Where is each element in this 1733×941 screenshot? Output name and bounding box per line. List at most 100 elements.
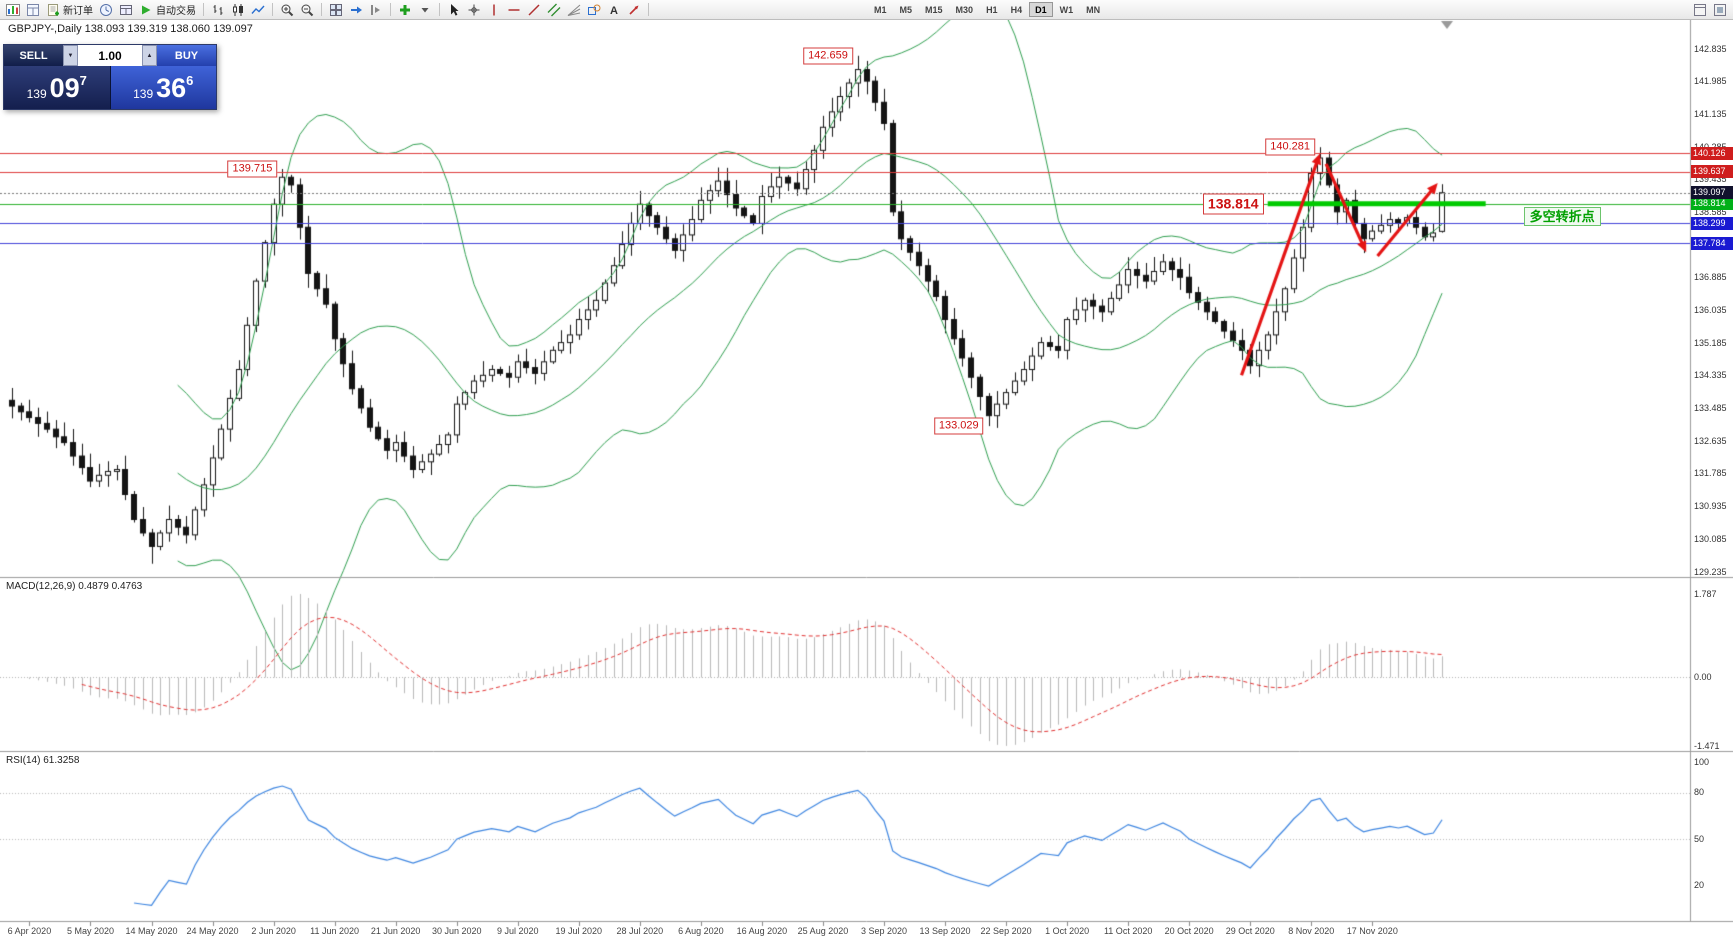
current-price-tag: 139.097 [1691,186,1733,200]
price-annotation[interactable]: 142.659 [803,47,853,65]
chart-profiles-icon[interactable] [23,1,43,18]
timeframe-m30[interactable]: M30 [950,2,980,17]
timeframe-m5[interactable]: M5 [894,2,919,17]
price-axis-tick: 129.235 [1694,566,1727,577]
buy-button[interactable]: BUY [157,45,216,66]
timeframe-h1[interactable]: H1 [980,2,1004,17]
price-axis-tick: 131.785 [1694,468,1727,479]
zoom-out-icon[interactable] [297,1,317,18]
timeframe-d1[interactable]: D1 [1029,2,1053,17]
date-axis-label: 1 Oct 2020 [1045,926,1090,936]
date-axis-label: 2 Jun 2020 [251,926,296,936]
price-annotation[interactable]: 139.715 [227,160,278,178]
timeframe-w1[interactable]: W1 [1054,2,1080,17]
trade-panel-controls: SELL ▼ ▲ BUY [4,45,216,66]
rsi-axis-label: 50 [1694,833,1705,844]
dropdown-icon[interactable] [415,1,435,18]
price-annotation[interactable]: 133.029 [933,417,984,435]
fibonacci-icon[interactable] [564,1,584,18]
timeframe-m1[interactable]: M1 [868,2,893,17]
volume-input[interactable] [78,45,142,66]
autotrade-label: 自动交易 [156,6,196,17]
timeframe-m15[interactable]: M15 [919,2,949,17]
toolbar-separator [390,3,391,16]
text-icon[interactable]: A [604,1,624,18]
auto-scroll-icon[interactable] [346,1,366,18]
date-axis-label: 29 Oct 2020 [1225,926,1275,936]
price-axis-tick: 135.185 [1694,337,1727,348]
date-axis-label: 14 May 2020 [125,926,178,936]
vertical-line-icon[interactable] [484,1,504,18]
price-axis-tick: 141.985 [1694,76,1727,87]
bid-big-digits: 09 [49,72,80,103]
autotrade-icon[interactable]: 自动交易 [136,1,199,18]
zoom-in-icon[interactable] [277,1,297,18]
cursor-icon[interactable] [444,1,464,18]
data-window-icon[interactable] [116,1,136,18]
date-axis-label: 8 Nov 2020 [1288,926,1335,936]
sell-price-button[interactable]: 139 09 7 [4,66,111,109]
price-axis-tick: 140.285 [1694,142,1727,152]
timeframe-h4[interactable]: H4 [1005,2,1029,17]
date-axis-label: 6 Apr 2020 [7,926,52,936]
indicators-icon[interactable] [395,1,415,18]
shapes-icon[interactable] [584,1,604,18]
volume-decrease-button[interactable]: ▼ [63,45,78,66]
arrows-icon[interactable] [624,1,644,18]
tile-windows-icon[interactable] [326,1,346,18]
volume-increase-button[interactable]: ▲ [142,45,157,66]
price-level-tag: 138.814 [1691,197,1733,211]
timeframe-mn[interactable]: MN [1080,2,1106,17]
price-axis-tick: 130.935 [1694,501,1727,512]
date-axis-label: 28 Jul 2020 [616,926,664,936]
date-axis-label: 3 Sep 2020 [860,926,908,936]
price-level-tag: 139.637 [1691,165,1733,179]
price-axis-tick: 142.835 [1694,43,1727,54]
price-axis-tick: 136.885 [1694,272,1727,283]
macd-indicator-title: MACD(12,26,9) 0.4879 0.4763 [6,581,143,592]
bar-chart-icon[interactable] [208,1,228,18]
date-axis-label: 9 Jul 2020 [496,926,539,936]
chart-title: GBPJPY-,Daily 138.093 139.319 138.060 13… [8,23,253,35]
date-axis-label: 20 Oct 2020 [1164,926,1214,936]
buy-price-button[interactable]: 139 36 6 [110,66,216,109]
price-axis-tick: 136.035 [1694,305,1727,315]
price-axis-tick: 132.635 [1694,435,1727,446]
price-annotation[interactable]: 138.814 [1202,193,1264,215]
price-axis-tick: 139.435 [1694,174,1727,185]
channel-icon[interactable] [544,1,564,18]
market-watch-icon[interactable] [96,1,116,18]
new-chart-icon[interactable] [3,1,23,18]
date-axis-label: 6 Aug 2020 [678,926,724,936]
date-axis-label: 11 Jun 2020 [310,926,360,936]
trendline-icon[interactable] [524,1,544,18]
rsi-axis-label: 20 [1694,879,1705,890]
fullscreen-icon[interactable] [1710,1,1730,18]
new-order-icon[interactable]: 新订单 [43,1,96,18]
layout-icon[interactable] [1690,1,1710,18]
toolbar-separator [272,3,273,16]
sell-button[interactable]: SELL [4,45,63,66]
crosshair-icon[interactable] [464,1,484,18]
date-axis-label: 17 Nov 2020 [1346,926,1398,936]
line-chart-icon[interactable] [248,1,268,18]
ask-pip-digit: 6 [186,73,194,88]
price-axis-tick: 134.335 [1694,370,1727,381]
macd-axis-label: -1.471 [1694,740,1720,751]
date-axis-label: 22 Sep 2020 [980,926,1032,936]
toolbar-separator [439,3,440,16]
chart-shift-icon[interactable] [366,1,386,18]
price-annotation[interactable]: 140.281 [1265,138,1315,156]
date-axis-label: 5 May 2020 [66,926,114,936]
candlestick-chart-icon[interactable] [228,1,248,18]
date-axis-label: 30 Jun 2020 [431,926,482,936]
bid-pip-digit: 7 [79,73,87,88]
toolbar-separator [648,3,649,16]
price-axis-tick: 138.585 [1694,206,1727,217]
macd-axis-label: 1.787 [1694,588,1717,599]
toolbar-separator [321,3,322,16]
horizontal-line-icon[interactable] [504,1,524,18]
turning-point-label[interactable]: 多空转折点 [1523,206,1601,226]
